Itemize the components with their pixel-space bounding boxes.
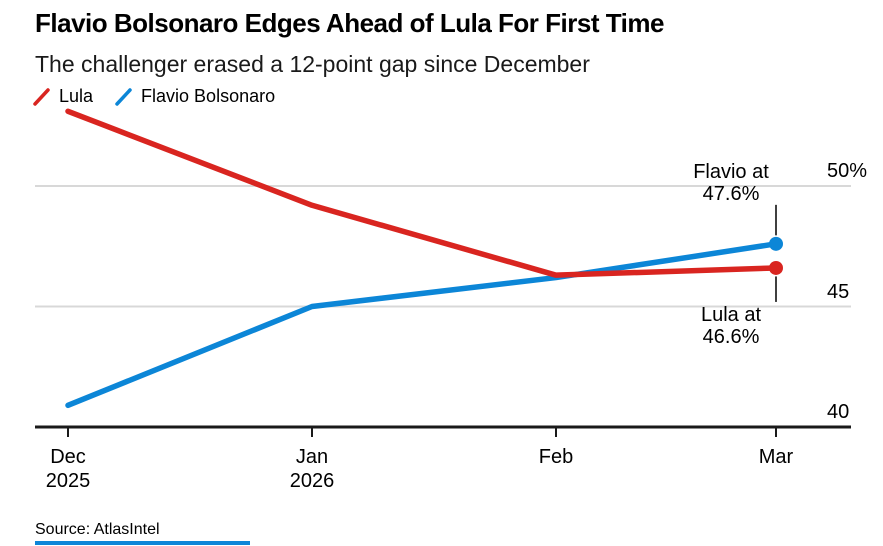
footer-accent-bar <box>35 541 250 545</box>
lula-line-slash-icon <box>33 87 50 106</box>
end-dot-flavio-bolsonaro <box>769 236 783 251</box>
legend-item-lula: Lula <box>33 86 93 107</box>
legend-label-lula: Lula <box>59 86 94 106</box>
end-dot-lula <box>769 260 783 275</box>
page-title: Flavio Bolsonaro Edges Ahead of Lula For… <box>35 8 664 38</box>
chart-subtitle: The challenger erased a 12-point gap sin… <box>35 51 590 77</box>
legend-item-flavio: Flavio Bolsonaro <box>115 86 275 107</box>
legend-label-flavio: Flavio Bolsonaro <box>141 86 276 106</box>
legend: Lula Flavio Bolsonaro <box>33 86 275 107</box>
source-note: Source: AtlasIntel <box>35 521 160 538</box>
flavio-line-slash-icon <box>115 87 132 106</box>
series-line-lula <box>65 108 779 278</box>
series-line-flavio-bolsonaro <box>65 241 779 409</box>
